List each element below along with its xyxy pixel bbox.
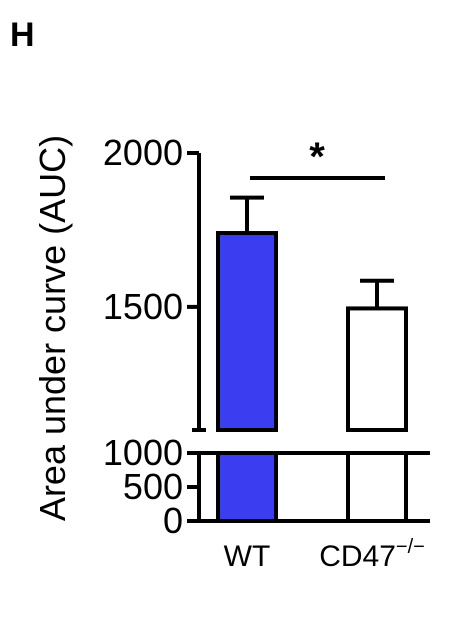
bar-wt-upper [216,231,278,432]
bars [216,231,408,523]
x-tick-label-wt: WT [224,540,271,573]
x-tick-labels: WT CD47−/− [224,536,425,573]
x-tick-label-cd47: CD47−/− [319,536,425,573]
y-tick-1000-label: 1000 [103,432,183,473]
x-tick-label-cd47-superscript: −/− [396,536,425,558]
significance-star: * [309,135,325,179]
significance-annotation: * [250,135,385,180]
error-bars [230,195,394,309]
bar-wt-lower [216,451,278,523]
bar-cd47-upper [346,306,408,432]
y-tick-0-label: 0 [163,500,183,541]
y-tick-2000-label: 2000 [103,132,183,173]
x-tick-label-cd47-main: CD47 [319,540,396,573]
panel-label: H [10,16,35,54]
bar-cd47-lower [346,451,408,523]
y-tick-1500-label: 1500 [103,286,183,327]
y-tick-500-label: 500 [123,466,183,507]
y-axis-label: Area under curve (AUC) [32,135,73,521]
